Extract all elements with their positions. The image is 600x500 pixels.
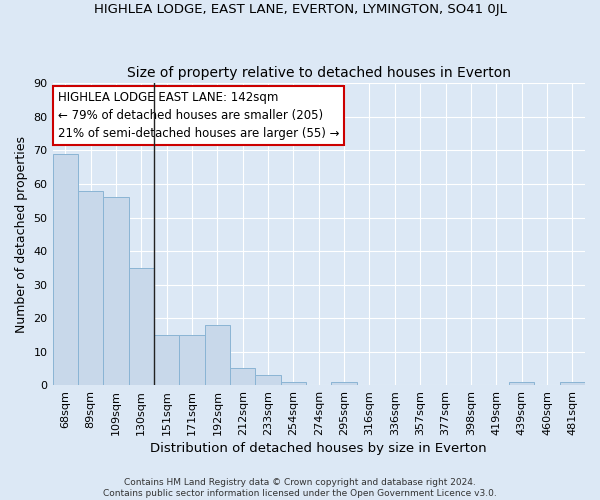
Bar	[256, 375, 281, 385]
Bar	[331, 382, 357, 385]
Bar	[78, 190, 103, 385]
Bar	[103, 198, 128, 385]
Bar	[560, 382, 585, 385]
Title: Size of property relative to detached houses in Everton: Size of property relative to detached ho…	[127, 66, 511, 80]
Y-axis label: Number of detached properties: Number of detached properties	[15, 136, 28, 333]
Text: HIGHLEA LODGE EAST LANE: 142sqm
← 79% of detached houses are smaller (205)
21% o: HIGHLEA LODGE EAST LANE: 142sqm ← 79% of…	[58, 91, 340, 140]
Bar	[128, 268, 154, 385]
Bar	[509, 382, 534, 385]
Bar	[179, 335, 205, 385]
Bar	[53, 154, 78, 385]
Text: HIGHLEA LODGE, EAST LANE, EVERTON, LYMINGTON, SO41 0JL: HIGHLEA LODGE, EAST LANE, EVERTON, LYMIN…	[94, 2, 506, 16]
X-axis label: Distribution of detached houses by size in Everton: Distribution of detached houses by size …	[151, 442, 487, 455]
Bar	[281, 382, 306, 385]
Text: Contains HM Land Registry data © Crown copyright and database right 2024.
Contai: Contains HM Land Registry data © Crown c…	[103, 478, 497, 498]
Bar	[230, 368, 256, 385]
Bar	[205, 324, 230, 385]
Bar	[154, 335, 179, 385]
